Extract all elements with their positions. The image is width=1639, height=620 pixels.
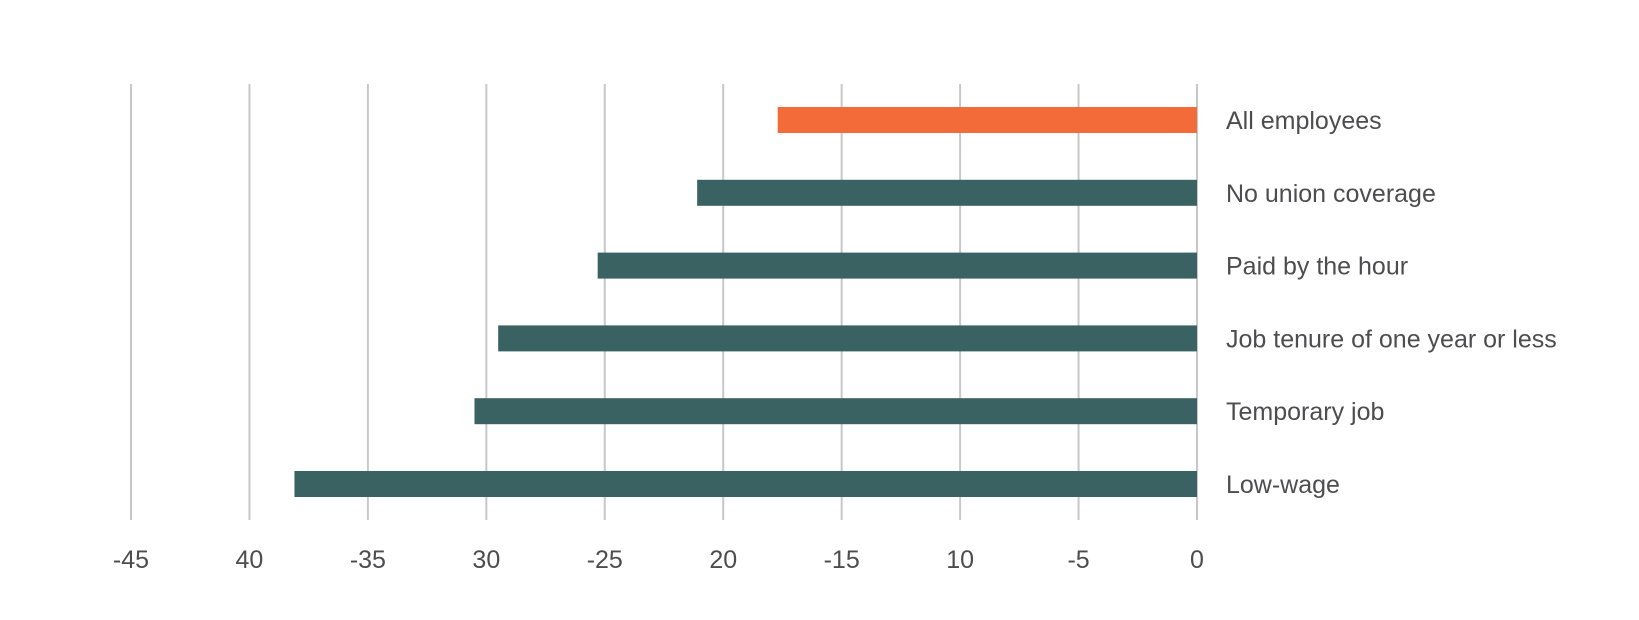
x-tick-label: -45 — [113, 546, 149, 574]
bar — [474, 398, 1197, 425]
x-tick-label: 30 — [472, 546, 500, 574]
bar — [294, 471, 1197, 497]
x-tick-label: -5 — [1067, 546, 1089, 574]
x-tick-label: 0 — [1190, 546, 1204, 574]
category-label: All employees — [1226, 107, 1382, 135]
category-label: Temporary job — [1226, 398, 1384, 426]
bars — [294, 107, 1198, 497]
x-axis-tick-labels: -45 40 -35 30 -25 20 -15 10 -5 0 — [113, 546, 1204, 574]
x-tick-label: -25 — [587, 546, 623, 574]
gridlines — [130, 84, 1198, 520]
bar — [697, 179, 1197, 206]
bar — [777, 107, 1197, 133]
bar — [597, 252, 1197, 279]
bar — [498, 325, 1198, 352]
x-tick-label: -15 — [824, 546, 860, 574]
category-labels: All employees No union coverage Paid by th… — [1226, 107, 1557, 499]
category-label: Job tenure of one year or less — [1226, 325, 1557, 353]
category-label: Low-wage — [1226, 471, 1340, 499]
x-tick-label: 20 — [709, 546, 737, 574]
x-tick-label: -35 — [350, 546, 386, 574]
category-label: Paid by the hour — [1226, 253, 1408, 281]
category-label: No union coverage — [1226, 180, 1436, 208]
x-tick-label: 40 — [236, 546, 264, 574]
x-tick-label: 10 — [946, 546, 974, 574]
